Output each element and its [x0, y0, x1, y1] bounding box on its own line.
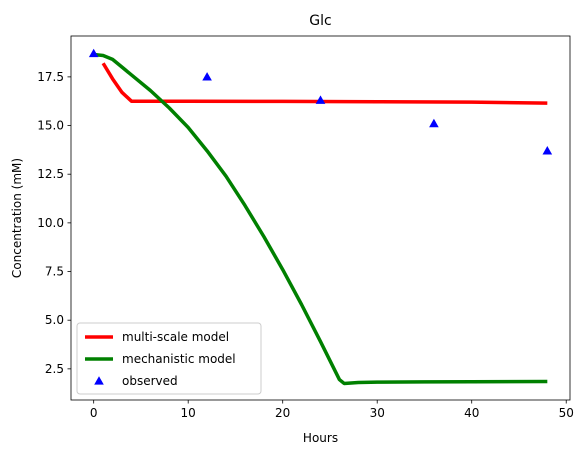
y-tick-label: 15.0: [37, 119, 64, 133]
x-axis-label: Hours: [303, 431, 338, 445]
y-tick-label: 5.0: [45, 313, 64, 327]
y-tick-label: 12.5: [37, 167, 64, 181]
y-tick-label: 7.5: [45, 265, 64, 279]
y-tick-label: 10.0: [37, 216, 64, 230]
legend-entry-label: multi-scale model: [122, 330, 229, 344]
x-tick-label: 30: [370, 406, 385, 420]
x-tick-label: 20: [275, 406, 290, 420]
x-tick-label: 50: [559, 406, 574, 420]
chart-title: Glc: [309, 13, 331, 29]
y-tick-label: 2.5: [45, 362, 64, 376]
x-tick-label: 40: [464, 406, 479, 420]
x-tick-label: 10: [181, 406, 196, 420]
legend-entry-label: mechanistic model: [122, 352, 236, 366]
y-axis-label: Concentration (mM): [10, 158, 24, 278]
legend-entry-label: observed: [122, 374, 178, 388]
x-tick-label: 0: [90, 406, 98, 420]
legend: multi-scale model mechanistic model observ…: [77, 323, 261, 394]
y-tick-label: 17.5: [37, 70, 64, 84]
